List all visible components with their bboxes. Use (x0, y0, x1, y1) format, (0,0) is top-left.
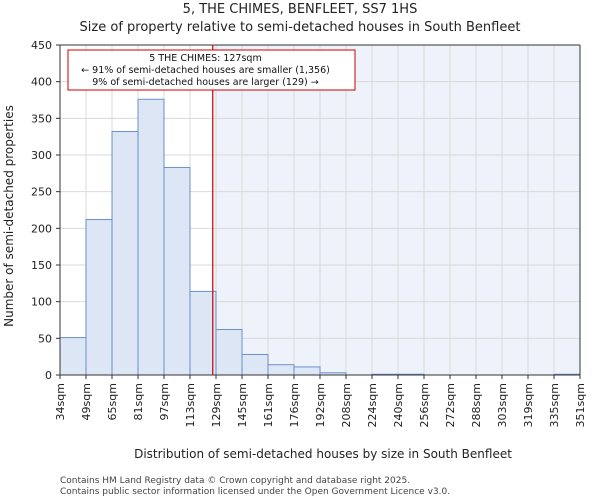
x-tick-label: 34sqm (54, 383, 67, 420)
x-axis-label: Distribution of semi-detached houses by … (134, 447, 512, 461)
bar (189, 290, 217, 376)
x-tick-label: 319sqm (522, 383, 535, 427)
x-tick-label: 351sqm (574, 383, 587, 427)
y-tick-label: 250 (31, 186, 52, 199)
bar (215, 329, 243, 376)
x-tick-label: 335sqm (548, 383, 561, 427)
y-tick-label: 50 (38, 332, 52, 345)
y-axis-label: Number of semi-detached properties (2, 105, 16, 327)
x-tick-label: 272sqm (444, 383, 457, 427)
x-tick-label: 129sqm (210, 383, 223, 427)
bar (267, 364, 295, 376)
x-tick-label: 208sqm (340, 383, 353, 427)
y-tick-label: 200 (31, 222, 52, 235)
x-tick-label: 97sqm (158, 383, 171, 420)
footer-line-2: Contains public sector information licen… (60, 487, 450, 497)
y-tick-label: 150 (31, 259, 52, 272)
chart-title: 5, THE CHIMES, BENFLEET, SS7 1HS (183, 2, 418, 17)
x-tick-label: 49sqm (80, 383, 93, 420)
bar (59, 337, 87, 376)
plot-area: 0 50 100 150 200 250 300 350 400 450 34sqm 49sqm 65s… (31, 39, 587, 427)
bar (85, 219, 113, 376)
x-tick-label: 176sqm (288, 383, 301, 427)
x-tick-label: 224sqm (366, 383, 379, 427)
y-tick-label: 0 (45, 369, 52, 382)
annotation-title: 5 THE CHIMES: 127sqm (149, 53, 261, 64)
annotation-box (67, 49, 356, 91)
y-tick-label: 100 (31, 296, 52, 309)
x-tick-label: 161sqm (262, 383, 275, 427)
y-tick-label: 400 (31, 76, 52, 89)
highlight-region (212, 45, 580, 375)
y-tick-label: 350 (31, 112, 52, 125)
annotation-smaller: ← 91% of semi-detached houses are smalle… (81, 65, 330, 76)
chart-subtitle: Size of property relative to semi-detach… (80, 20, 521, 35)
bar (163, 166, 191, 376)
x-tick-label: 288sqm (470, 383, 483, 427)
footer-line-1: Contains HM Land Registry data © Crown c… (60, 476, 410, 486)
y-tick-label: 450 (31, 39, 52, 52)
bar (137, 98, 165, 376)
x-tick-label: 256sqm (418, 383, 431, 427)
x-tick-label: 303sqm (496, 383, 509, 427)
y-tick-label: 300 (31, 149, 52, 162)
bar (111, 131, 139, 376)
x-tick-label: 65sqm (106, 383, 119, 420)
x-tick-label: 240sqm (392, 383, 405, 427)
bar (293, 366, 321, 376)
x-tick-label: 113sqm (184, 383, 197, 427)
x-tick-label: 145sqm (236, 383, 249, 427)
x-tick-label: 192sqm (314, 383, 327, 427)
annotation-larger: 9% of semi-detached houses are larger (1… (92, 77, 319, 88)
bar (241, 353, 269, 376)
x-tick-label: 81sqm (132, 383, 145, 420)
